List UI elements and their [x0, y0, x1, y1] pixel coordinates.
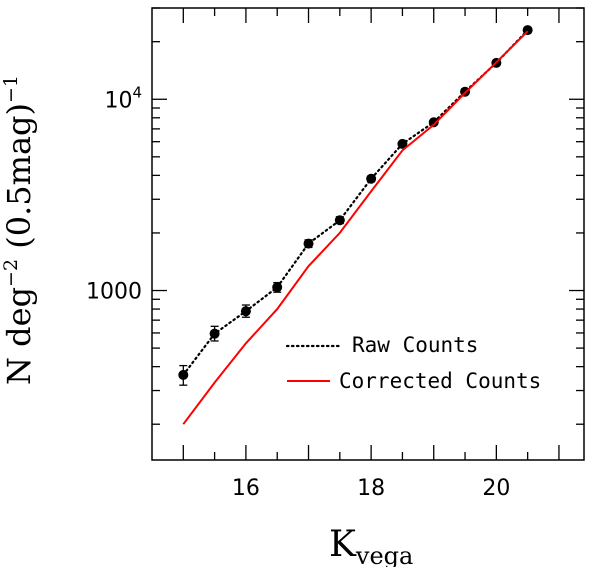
y-axis-title: N deg−2 (0.5mag)−1 — [0, 75, 38, 385]
legend-label-corrected-counts: Corrected Counts — [339, 369, 541, 393]
data-point — [334, 215, 345, 226]
y-tick-label: 1000 — [86, 280, 142, 305]
x-tick-label: 16 — [232, 476, 260, 501]
plot-frame — [151, 7, 585, 461]
axis-tick-labels: 16 18 20 1000 104 — [86, 83, 510, 501]
data-point — [303, 238, 314, 249]
data-point — [209, 328, 220, 339]
x-tick-label: 18 — [357, 476, 385, 501]
y-tick-label: 104 — [104, 83, 142, 113]
series-line-1 — [182, 30, 529, 425]
data-point — [366, 173, 377, 184]
legend: Raw Counts Corrected Counts — [285, 333, 541, 393]
x-axis-title: Kvega — [329, 524, 413, 567]
legend-label-raw-counts: Raw Counts — [352, 333, 478, 357]
x-tick-label: 20 — [482, 476, 510, 501]
data-point — [240, 306, 251, 317]
data-point — [178, 369, 189, 380]
data-point — [428, 117, 439, 128]
axis-ticks — [152, 7, 584, 460]
series-layer — [178, 25, 533, 425]
data-point — [272, 282, 283, 293]
data-point — [397, 138, 408, 149]
